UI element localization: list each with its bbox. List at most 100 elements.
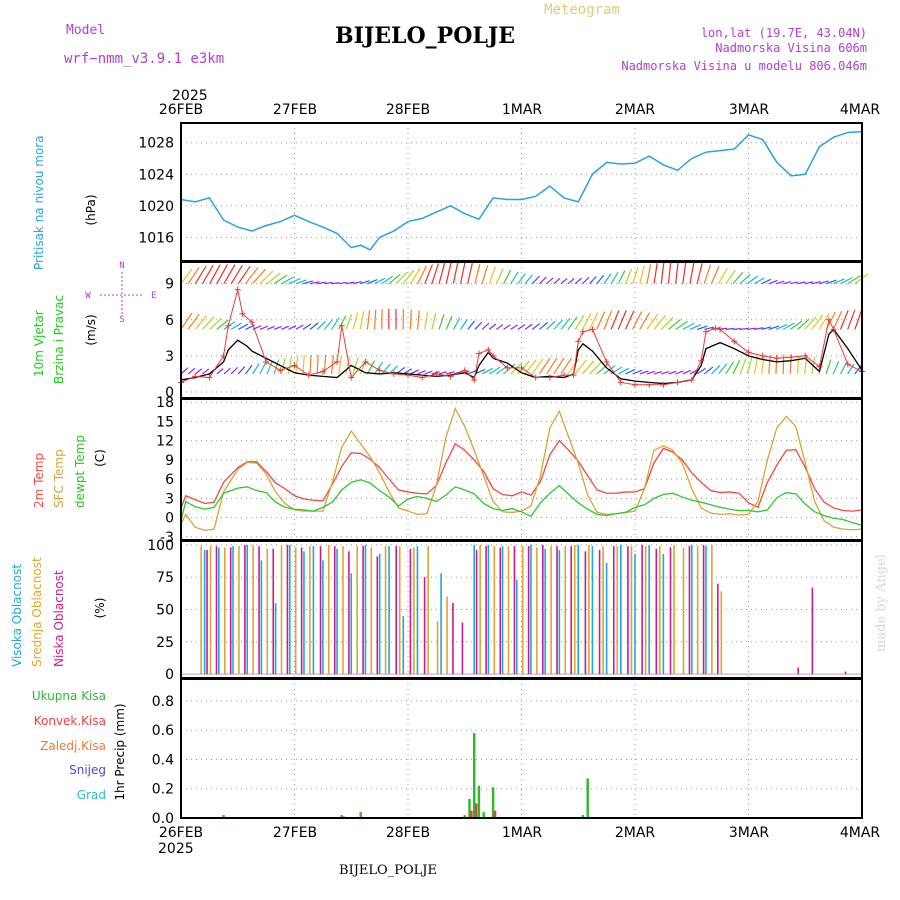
temp-ytick: 18 — [156, 395, 174, 411]
cloud-ytick: 100 — [147, 538, 174, 554]
wind-direction-arrow — [811, 314, 824, 330]
wind-direction-arrow — [624, 268, 633, 284]
wind-direction-arrow — [295, 324, 304, 330]
wind-direction-arrow — [783, 281, 792, 285]
wind-unit: (m/s) — [84, 314, 98, 345]
wind-direction-arrow — [288, 325, 297, 330]
wind-direction-arrow — [309, 281, 320, 285]
compass-s: S — [119, 315, 124, 325]
wind-direction-arrow — [710, 265, 720, 284]
wind-direction-arrow — [725, 327, 734, 330]
gust-point — [192, 373, 199, 380]
wind-direction-arrow — [696, 263, 703, 284]
pressure-label: Pritisak na nivou mora — [32, 135, 46, 270]
precip-ytick: 0.4 — [152, 752, 174, 768]
wind-direction-arrow — [460, 319, 468, 330]
wind-direction-arrow — [639, 312, 651, 330]
wind-direction-arrow — [746, 357, 753, 375]
gust-point — [632, 381, 638, 388]
lonlat-text: lon,lat (19.7E, 43.04N) — [701, 26, 867, 40]
wind-direction-arrow — [740, 327, 749, 330]
pressure-line — [180, 130, 863, 251]
wind-direction-arrow — [452, 317, 461, 330]
gust-point — [471, 376, 478, 383]
wind-direction-arrow — [245, 267, 259, 285]
date-label: 4MAR — [840, 825, 881, 841]
temp-line-0 — [180, 439, 863, 512]
wind-direction-arrow — [739, 358, 747, 375]
wind-direction-arrow — [539, 322, 548, 330]
wind-direction-arrow — [495, 268, 504, 284]
wind-ytick: 3 — [165, 349, 174, 365]
wind-direction-arrow — [201, 264, 214, 284]
wind-direction-arrow — [216, 319, 229, 330]
temp-labels: 2m Temp SFC Temp dewpt Temp (C) — [32, 435, 107, 508]
wind-direction-arrow — [345, 356, 351, 375]
wind-direction-arrow — [632, 266, 639, 284]
wind-direction-arrow — [373, 309, 377, 330]
wind-direction-arrow — [252, 268, 266, 285]
wind-direction-arrow — [266, 325, 275, 330]
wind-direction-arrow — [761, 355, 765, 375]
wind-direction-arrow — [287, 356, 292, 375]
wind-direction-arrow — [259, 362, 267, 375]
cloud-label-1: Visoka Oblacnost — [10, 564, 24, 667]
date-label: 2MAR — [615, 825, 656, 841]
wind-direction-arrow — [768, 325, 780, 330]
wind-direction-arrow — [617, 310, 627, 330]
wind-direction-arrow — [503, 269, 512, 284]
gust-point — [263, 358, 270, 365]
wind-direction-arrow — [424, 311, 429, 330]
model-name: wrf−nmm_v3.9.1 e3km — [64, 51, 224, 67]
wind-direction-arrow — [754, 277, 765, 285]
precip-unit: 1hr Precip (mm) — [113, 703, 127, 800]
wind-direction-arrow — [653, 370, 663, 375]
wind-direction-arrow — [417, 370, 426, 375]
wind-direction-arrow — [316, 320, 326, 330]
wind-direction-arrow — [352, 280, 362, 285]
wind-direction-arrow — [273, 274, 288, 285]
wind-direction-arrow — [553, 319, 563, 330]
pressure-ytick: 1024 — [138, 167, 174, 183]
gust-point — [348, 374, 355, 381]
wind-speed-line — [180, 328, 863, 385]
wind-direction-arrow — [366, 360, 376, 375]
temp-ytick: 3 — [165, 491, 174, 507]
gust-point — [773, 355, 780, 362]
gust-point — [206, 374, 213, 381]
wind-labels: 10m Vjetar Brzina i Pravac (m/s) N S W E — [32, 261, 157, 384]
wind-direction-arrow — [617, 367, 630, 375]
wind-direction-arrow — [610, 310, 620, 330]
gust-point — [830, 326, 837, 333]
wind-direction-arrow — [360, 280, 370, 285]
wind-direction-arrow — [546, 277, 554, 285]
wind-direction-arrow — [832, 310, 843, 330]
wind-direction-arrow — [531, 358, 544, 375]
wind-direction-arrow — [331, 281, 340, 285]
wind-direction-arrow — [517, 324, 526, 330]
wind-direction-arrow — [553, 277, 561, 285]
wind-direction-arrow — [252, 363, 260, 375]
wind-direction-arrow — [302, 323, 312, 330]
gust-point — [490, 352, 497, 359]
wind-direction-arrow — [216, 368, 224, 375]
wind-direction-arrow — [331, 317, 340, 330]
wind-direction-arrow — [747, 327, 756, 330]
precip-label-3: Zaledj.Kisa — [40, 739, 106, 753]
wind-direction-arrow — [617, 270, 626, 284]
temp-line-2 — [180, 479, 863, 526]
temp-ytick: 9 — [165, 453, 174, 469]
cloud-labels: Visoka Oblacnost Srednja Oblacnost Niska… — [10, 557, 107, 667]
gust-point — [334, 358, 341, 365]
precip-ytick: 0.8 — [152, 694, 174, 710]
wind-direction-arrow — [438, 262, 446, 284]
wind-direction-arrow — [474, 263, 481, 284]
wind-direction-arrow — [531, 322, 541, 330]
wind-direction-arrow — [187, 313, 200, 330]
wind-direction-arrow — [238, 323, 249, 330]
compass-e: E — [151, 291, 156, 301]
wind-direction-arrow — [818, 280, 829, 285]
temp-unit: (C) — [93, 449, 107, 467]
wind-direction-arrow — [560, 357, 572, 375]
